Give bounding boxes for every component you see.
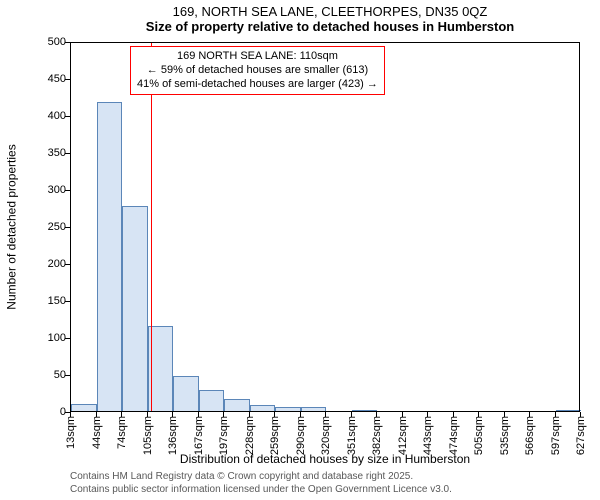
y-tick-label: 200 bbox=[30, 258, 66, 270]
callout-line-1: 169 NORTH SEA LANE: 110sqm bbox=[137, 50, 378, 64]
y-tick-mark bbox=[65, 153, 70, 154]
y-tick-label: 100 bbox=[30, 332, 66, 344]
histogram-bar bbox=[173, 376, 199, 411]
x-tick-label: 290sqm bbox=[295, 416, 307, 456]
y-tick-mark bbox=[65, 264, 70, 265]
x-tick-label: 627sqm bbox=[575, 416, 587, 456]
x-tick-label: 597sqm bbox=[550, 416, 562, 456]
y-tick-label: 500 bbox=[30, 36, 66, 48]
x-tick-label: 167sqm bbox=[193, 416, 205, 456]
footer-line-2: Contains public sector information licen… bbox=[70, 484, 452, 497]
y-axis-label: Number of detached properties bbox=[2, 42, 22, 412]
histogram-bar bbox=[352, 410, 378, 411]
chart-container: 169, NORTH SEA LANE, CLEETHORPES, DN35 0… bbox=[0, 0, 600, 500]
property-callout: 169 NORTH SEA LANE: 110sqm ← 59% of deta… bbox=[130, 46, 385, 95]
x-tick-label: 197sqm bbox=[218, 416, 230, 456]
histogram-bar bbox=[275, 407, 301, 411]
y-tick-mark bbox=[65, 42, 70, 43]
x-tick-label: 13sqm bbox=[65, 416, 77, 456]
histogram-bar bbox=[71, 404, 97, 411]
histogram-bar bbox=[97, 102, 123, 411]
histogram-bar bbox=[556, 410, 582, 411]
callout-line-3: 41% of semi-detached houses are larger (… bbox=[137, 78, 378, 92]
x-tick-label: 443sqm bbox=[422, 416, 434, 456]
y-tick-mark bbox=[65, 301, 70, 302]
x-tick-label: 259sqm bbox=[269, 416, 281, 456]
x-tick-label: 505sqm bbox=[473, 416, 485, 456]
x-tick-label: 44sqm bbox=[91, 416, 103, 456]
y-tick-label: 50 bbox=[30, 369, 66, 381]
y-tick-label: 350 bbox=[30, 147, 66, 159]
callout-line-2: ← 59% of detached houses are smaller (61… bbox=[137, 64, 378, 78]
x-tick-label: 105sqm bbox=[142, 416, 154, 456]
y-tick-label: 0 bbox=[30, 406, 66, 418]
y-tick-mark bbox=[65, 79, 70, 80]
x-tick-label: 351sqm bbox=[346, 416, 358, 456]
histogram-bar bbox=[224, 399, 250, 411]
y-tick-label: 450 bbox=[30, 73, 66, 85]
x-tick-label: 228sqm bbox=[244, 416, 256, 456]
histogram-bar bbox=[301, 407, 327, 411]
title-subtitle: Size of property relative to detached ho… bbox=[70, 19, 590, 34]
x-tick-label: 320sqm bbox=[320, 416, 332, 456]
x-tick-label: 566sqm bbox=[524, 416, 536, 456]
x-tick-label: 474sqm bbox=[448, 416, 460, 456]
y-tick-label: 250 bbox=[30, 221, 66, 233]
x-axis-label: Distribution of detached houses by size … bbox=[70, 452, 580, 466]
y-tick-mark bbox=[65, 227, 70, 228]
chart-title: 169, NORTH SEA LANE, CLEETHORPES, DN35 0… bbox=[70, 4, 590, 34]
y-tick-mark bbox=[65, 375, 70, 376]
histogram-bar bbox=[122, 206, 148, 411]
y-tick-label: 150 bbox=[30, 295, 66, 307]
x-tick-label: 412sqm bbox=[397, 416, 409, 456]
property-marker-line bbox=[151, 43, 152, 411]
y-tick-mark bbox=[65, 190, 70, 191]
plot-area: 169 NORTH SEA LANE: 110sqm ← 59% of deta… bbox=[70, 42, 580, 412]
y-tick-mark bbox=[65, 116, 70, 117]
chart-footer: Contains HM Land Registry data © Crown c… bbox=[70, 471, 452, 496]
y-tick-label: 300 bbox=[30, 184, 66, 196]
title-address: 169, NORTH SEA LANE, CLEETHORPES, DN35 0… bbox=[70, 4, 590, 19]
y-tick-label: 400 bbox=[30, 110, 66, 122]
x-tick-label: 136sqm bbox=[167, 416, 179, 456]
y-tick-mark bbox=[65, 338, 70, 339]
x-tick-label: 382sqm bbox=[371, 416, 383, 456]
x-tick-label: 535sqm bbox=[499, 416, 511, 456]
x-tick-label: 74sqm bbox=[116, 416, 128, 456]
histogram-bar bbox=[199, 390, 225, 411]
histogram-bar bbox=[250, 405, 276, 411]
footer-line-1: Contains HM Land Registry data © Crown c… bbox=[70, 471, 452, 484]
